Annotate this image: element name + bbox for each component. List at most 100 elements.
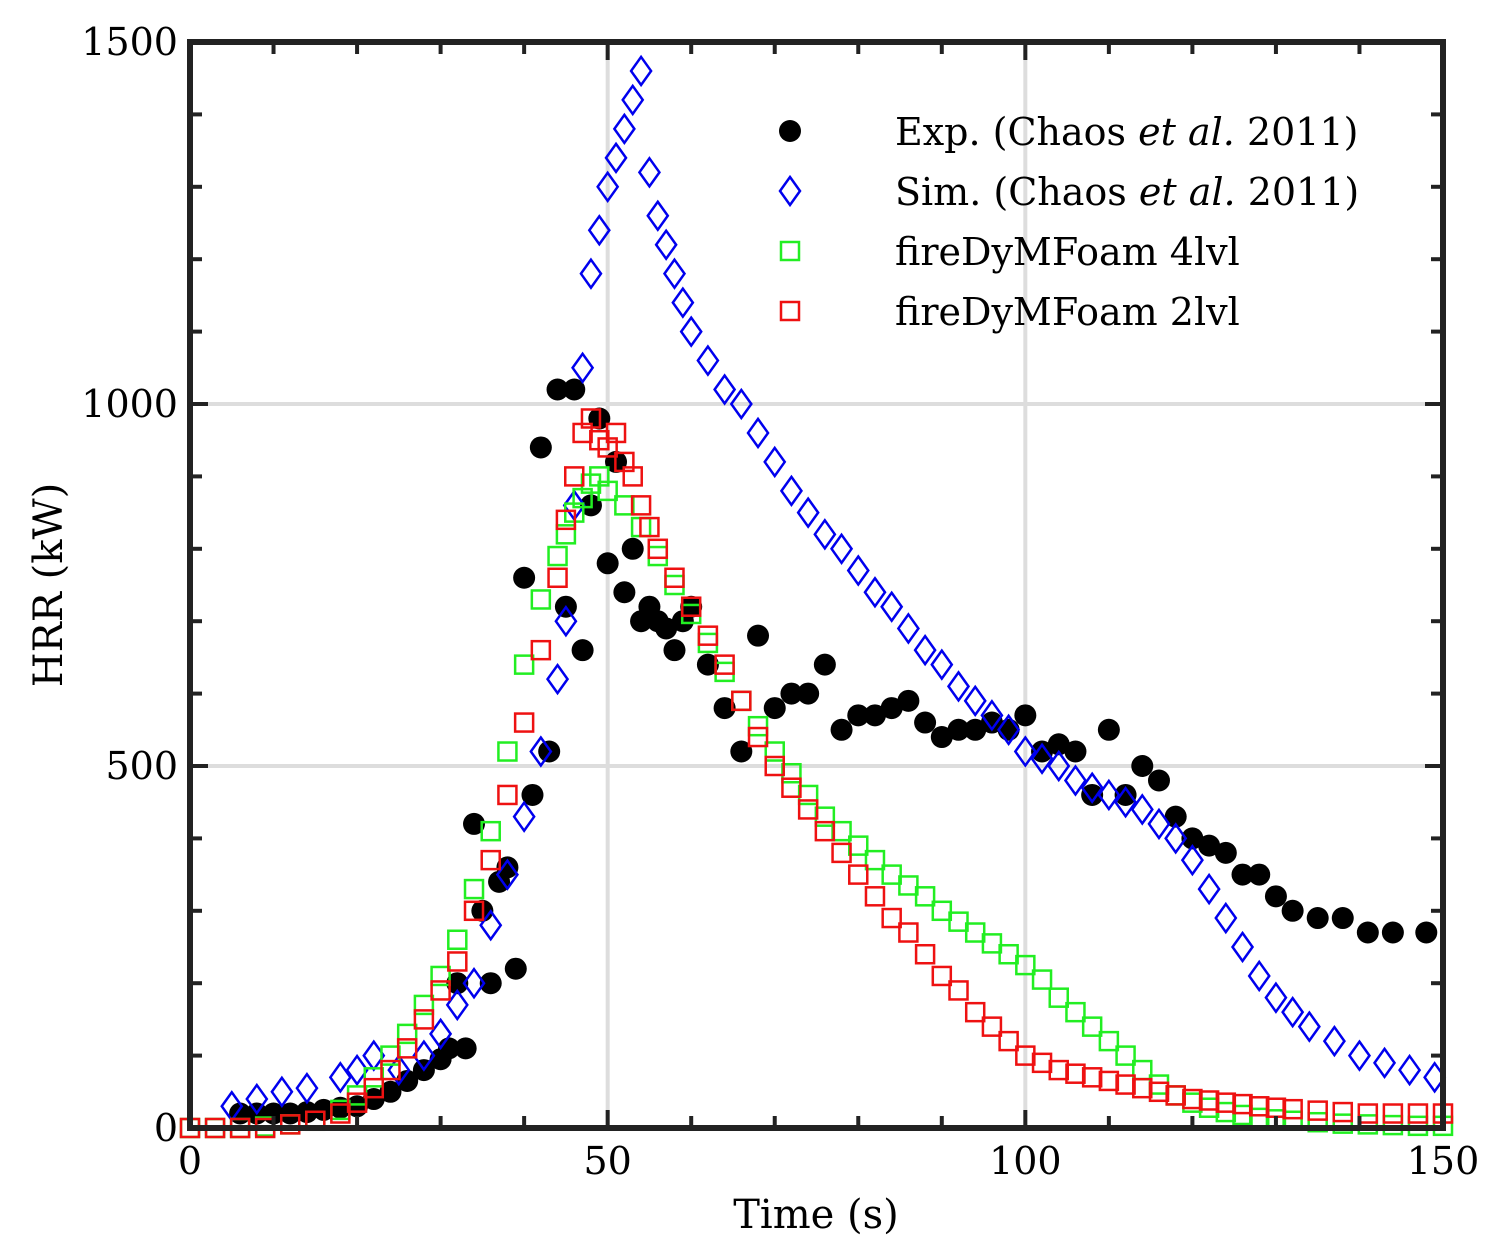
data-point [998, 1030, 1019, 1052]
data-point [697, 625, 719, 646]
data-point [1181, 827, 1204, 850]
legend-marker [779, 120, 801, 142]
data-point [1047, 749, 1071, 783]
data-point [1031, 740, 1054, 763]
data-point [1098, 1030, 1120, 1052]
data-point [948, 980, 969, 1001]
data-point [1115, 1045, 1136, 1066]
data-point [571, 639, 594, 662]
data-point [964, 922, 986, 943]
data-point [947, 718, 970, 741]
data-point [797, 682, 820, 705]
data-point [480, 820, 501, 842]
data-point [497, 784, 518, 806]
data-point [814, 820, 836, 842]
data-point [380, 1045, 401, 1066]
data-point [480, 849, 501, 871]
data-point [530, 589, 552, 610]
data-point [680, 596, 702, 617]
data-point [345, 1053, 369, 1087]
data-point [612, 112, 636, 146]
data-point [847, 704, 870, 727]
data-point [730, 740, 753, 763]
data-point [963, 684, 987, 717]
data-point [864, 849, 886, 871]
series-2 [179, 466, 1454, 1139]
data-point [463, 900, 485, 922]
data-point [1248, 1107, 1270, 1129]
data-point [780, 682, 803, 705]
data-point [1415, 921, 1438, 944]
data-point [781, 762, 802, 784]
data-point [863, 576, 887, 609]
data-point [864, 886, 886, 907]
data-point [1282, 1098, 1303, 1120]
data-point [446, 972, 469, 995]
data-point [245, 1082, 269, 1116]
data-point [646, 199, 670, 232]
data-point [930, 648, 954, 681]
data-point [981, 1016, 1003, 1037]
data-point [504, 957, 527, 980]
data-point [463, 878, 485, 900]
data-point [931, 965, 953, 987]
y-tick-label: 1500 [81, 20, 178, 64]
data-point [1014, 704, 1037, 727]
legend-marker [779, 240, 801, 262]
data-point [998, 943, 1019, 965]
data-point [713, 697, 736, 720]
data-point [664, 574, 685, 596]
data-point [831, 820, 852, 842]
data-point [1114, 783, 1137, 806]
axes [187, 39, 1446, 1131]
data-point [1015, 954, 1036, 976]
data-point [363, 1077, 385, 1099]
data-point [1115, 1074, 1136, 1095]
data-point [880, 697, 903, 720]
data-point [797, 784, 819, 806]
x-tick-label: 0 [178, 1139, 202, 1183]
data-point [747, 715, 769, 737]
data-point [863, 704, 886, 727]
data-point [497, 741, 518, 762]
data-point [1232, 1104, 1253, 1126]
data-point [1065, 1063, 1086, 1084]
data-point [1372, 1046, 1397, 1079]
data-point [1215, 1092, 1237, 1113]
data-point [1248, 863, 1271, 886]
data-point [1407, 1103, 1429, 1124]
data-point [605, 422, 627, 444]
data-point [346, 1092, 368, 1113]
data-point [796, 496, 820, 529]
x-tick-label: 150 [1407, 1139, 1480, 1183]
data-point [629, 54, 653, 88]
data-point [914, 886, 936, 907]
data-point [295, 1072, 319, 1105]
data-point [447, 929, 468, 951]
data-point [1165, 1085, 1186, 1106]
data-point [1097, 778, 1121, 812]
y-tick-label: 1000 [81, 382, 178, 426]
series-1 [220, 54, 1447, 1123]
data-point [848, 864, 869, 885]
data-point [714, 654, 735, 675]
data-point [639, 516, 660, 538]
data-point [797, 799, 819, 820]
data-point [1180, 843, 1204, 877]
legend-marker [779, 300, 801, 322]
data-point [454, 1037, 477, 1060]
data-point [664, 567, 685, 589]
data-point [580, 408, 602, 429]
data-point [1048, 987, 1069, 1008]
data-point [479, 972, 502, 995]
data-point [597, 480, 618, 502]
data-point [1164, 822, 1188, 855]
y-tick-label: 500 [105, 744, 178, 788]
x-axis-title: Time (s) [733, 1192, 899, 1238]
data-point [846, 554, 870, 587]
data-point [1081, 783, 1104, 806]
legend-marker [778, 174, 802, 208]
data-point [1381, 921, 1404, 944]
data-point [1382, 1103, 1404, 1124]
